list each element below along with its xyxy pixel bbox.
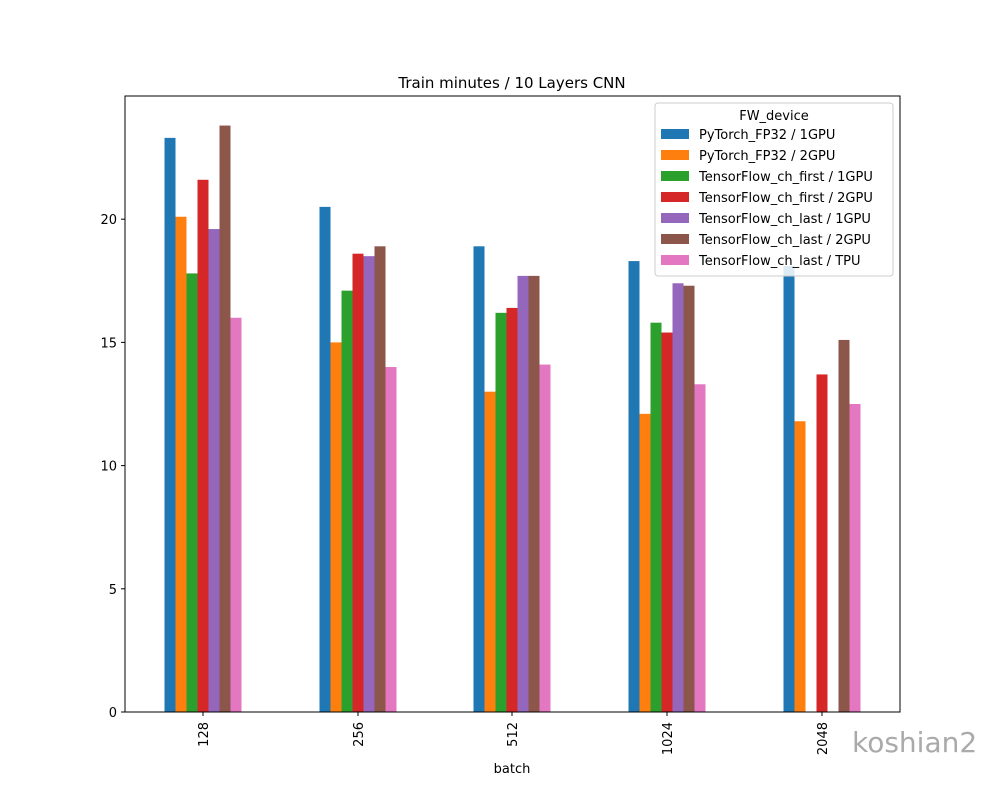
- legend-label-7: TensorFlow_ch_last / TPU: [698, 254, 861, 269]
- legend-label-1: PyTorch_FP32 / 1GPU: [699, 128, 835, 143]
- bar-512-series-2: [484, 391, 496, 712]
- legend-swatch-5: [661, 213, 689, 223]
- bar-256-series-3: [341, 290, 353, 712]
- watermark-text: koshian2: [852, 726, 978, 759]
- bar-2048-series-6: [838, 339, 850, 712]
- bar-512-series-4: [506, 307, 518, 712]
- y-tick-label: 5: [109, 583, 117, 598]
- legend-label-2: PyTorch_FP32 / 2GPU: [699, 149, 835, 164]
- bar-1024-series-5: [672, 283, 684, 712]
- x-axis: 128 256 512 1024 2048: [197, 712, 831, 755]
- legend-swatch-7: [661, 255, 689, 265]
- bar-2048-series-7: [849, 404, 861, 712]
- bar-256-series-2: [330, 342, 342, 712]
- y-tick-label: 0: [109, 706, 117, 721]
- x-tick-label: 512: [506, 722, 521, 747]
- legend-swatch-2: [661, 150, 689, 160]
- bar-512-series-1: [473, 246, 485, 712]
- legend-title: FW_device: [739, 109, 809, 124]
- legend-swatch-4: [661, 192, 689, 202]
- bar-1024-series-2: [639, 413, 651, 712]
- bar-2048-series-2: [794, 421, 806, 712]
- y-tick-label: 15: [100, 336, 117, 351]
- legend-label-3: TensorFlow_ch_first / 1GPU: [698, 170, 873, 185]
- legend-swatch-6: [661, 234, 689, 244]
- bar-256-series-4: [352, 253, 364, 713]
- bar-128-series-4: [197, 179, 209, 712]
- bar-512-series-3: [495, 312, 507, 712]
- x-tick-label: 1024: [661, 722, 676, 755]
- x-tick-label: 256: [352, 722, 367, 747]
- bar-128-series-1: [164, 137, 176, 712]
- y-tick-label: 20: [100, 213, 117, 228]
- bar-1024-series-3: [650, 322, 662, 712]
- bars-layer: [164, 125, 861, 713]
- bar-256-series-7: [385, 367, 397, 712]
- legend-box: [654, 102, 894, 277]
- bar-128-series-6: [219, 125, 231, 713]
- bar-256-series-5: [363, 256, 375, 712]
- bar-512-series-5: [517, 275, 529, 712]
- chart-title: Train minutes / 10 Layers CNN: [397, 74, 625, 92]
- bar-128-series-7: [230, 317, 242, 712]
- bar-1024-series-4: [661, 332, 673, 712]
- bar-2048-series-1: [783, 266, 795, 712]
- bar-2048-series-4: [816, 374, 828, 712]
- legend-swatch-3: [661, 171, 689, 181]
- bar-256-series-1: [319, 206, 331, 712]
- bar-1024-series-1: [628, 261, 640, 712]
- bar-256-series-6: [374, 246, 386, 712]
- legend: FW_device PyTorch_FP32 / 1GPU PyTorch_FP3…: [654, 102, 894, 277]
- legend-label-4: TensorFlow_ch_first / 2GPU: [698, 191, 873, 206]
- y-axis: 0 5 10 15 20: [100, 213, 125, 721]
- bar-512-series-7: [539, 364, 551, 712]
- legend-swatch-1: [661, 129, 689, 139]
- x-axis-label: batch: [494, 762, 531, 777]
- bar-128-series-5: [208, 229, 220, 712]
- bar-128-series-2: [175, 216, 187, 712]
- legend-label-5: TensorFlow_ch_last / 1GPU: [698, 212, 871, 227]
- x-tick-label: 128: [197, 722, 212, 747]
- bar-1024-series-6: [683, 285, 695, 712]
- bar-1024-series-7: [694, 384, 706, 712]
- bar-128-series-3: [186, 273, 198, 712]
- bar-512-series-6: [528, 275, 540, 712]
- x-tick-label: 2048: [816, 722, 831, 755]
- legend-label-6: TensorFlow_ch_last / 2GPU: [698, 233, 871, 248]
- y-tick-label: 10: [100, 460, 117, 475]
